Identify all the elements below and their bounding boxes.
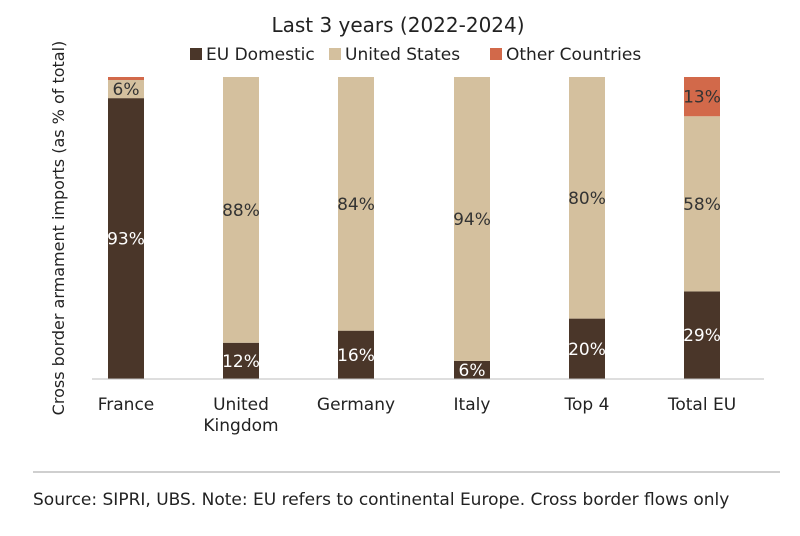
- data-label-germany-eu-domestic: 16%: [337, 346, 375, 366]
- data-label-germany-united-states: 84%: [337, 195, 375, 215]
- bar-segment-united-kingdom-united-states: [223, 77, 259, 343]
- data-label-total-eu-united-states: 58%: [683, 195, 721, 215]
- legend-label-other-countries: Other Countries: [506, 45, 641, 65]
- category-label-total-eu: Total EU: [667, 395, 736, 415]
- legend-label-united-states: United States: [345, 45, 460, 65]
- bars: 93% 6% 12% 88% 16% 84% 6% 94% 20% 80% 29% 58% 13%: [107, 77, 721, 381]
- category-labels: France United Kingdom Germany Italy Top 4 Tota…: [98, 395, 736, 436]
- category-label-italy: Italy: [454, 395, 491, 415]
- bar-segment-top-4-united-states: [569, 77, 605, 319]
- bar-segment-total-eu-united-states: [684, 116, 720, 292]
- bar-segment-italy-united-states: [454, 77, 490, 361]
- legend: EU Domestic United States Other Countries: [190, 45, 641, 65]
- category-label-france: France: [98, 395, 155, 415]
- data-label-italy-eu-domestic: 6%: [459, 361, 486, 381]
- data-label-france-united-states: 6%: [113, 80, 140, 100]
- bar-segment-germany-united-states: [338, 77, 374, 331]
- bar-segment-total-eu-eu-domestic: [684, 291, 720, 379]
- data-label-united-kingdom-united-states: 88%: [222, 201, 260, 221]
- data-label-total-eu-other-countries: 13%: [683, 88, 721, 108]
- data-label-united-kingdom-eu-domestic: 12%: [222, 352, 260, 372]
- bar-segment-france-united-states: [108, 80, 144, 99]
- data-label-italy-united-states: 94%: [453, 210, 491, 230]
- bar-segment-total-eu-other-countries: [684, 77, 720, 117]
- bar-segment-top-4-eu-domestic: [569, 318, 605, 379]
- legend-swatch-eu-domestic: [190, 48, 202, 60]
- source-note: Source: SIPRI, UBS. Note: EU refers to c…: [33, 490, 729, 510]
- data-label-total-eu-eu-domestic: 29%: [683, 326, 721, 346]
- y-axis-label: Cross border armament imports (as % of t…: [49, 41, 68, 416]
- legend-swatch-united-states: [329, 48, 341, 60]
- category-label-top-4: Top 4: [564, 395, 610, 415]
- chart-title: Last 3 years (2022-2024): [271, 13, 524, 37]
- legend-swatch-other-countries: [490, 48, 502, 60]
- data-label-top-4-united-states: 80%: [568, 189, 606, 209]
- legend-label-eu-domestic: EU Domestic: [206, 45, 315, 65]
- category-label-germany: Germany: [317, 395, 395, 415]
- data-label-top-4-eu-domestic: 20%: [568, 340, 606, 360]
- bar-segment-united-kingdom-eu-domestic: [223, 342, 259, 379]
- bar-segment-france-eu-domestic: [108, 98, 144, 379]
- bar-segment-italy-eu-domestic: [454, 360, 490, 379]
- data-label-france-eu-domestic: 93%: [107, 230, 145, 250]
- bar-segment-france-other-countries: [108, 77, 144, 81]
- bar-segment-germany-eu-domestic: [338, 330, 374, 379]
- category-label-united-kingdom: United Kingdom: [203, 395, 278, 436]
